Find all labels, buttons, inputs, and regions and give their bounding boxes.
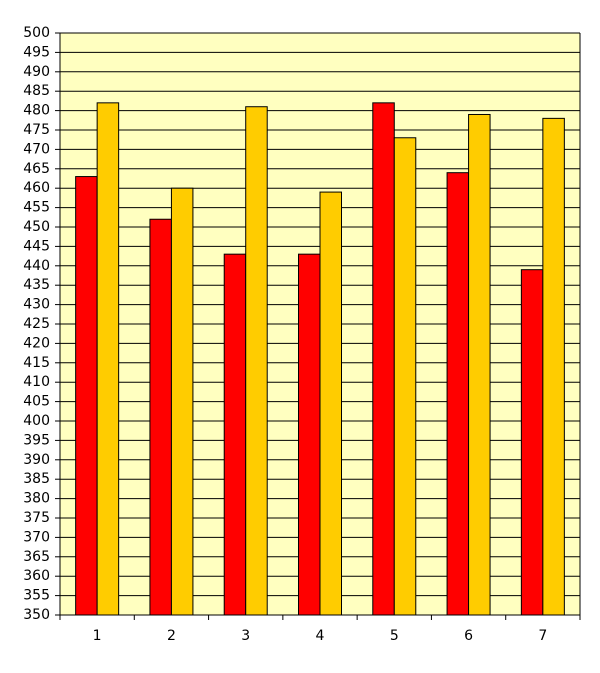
y-tick-label: 420 bbox=[23, 335, 50, 351]
x-tick-label: 1 bbox=[93, 628, 102, 644]
y-tick-label: 470 bbox=[23, 141, 50, 157]
y-tick-label: 490 bbox=[23, 64, 50, 80]
y-tick-label: 475 bbox=[23, 122, 50, 138]
bar bbox=[468, 113, 491, 616]
bar bbox=[170, 187, 194, 616]
bar bbox=[298, 253, 321, 616]
y-tick-label: 455 bbox=[23, 200, 50, 216]
y-tick-label: 410 bbox=[23, 374, 50, 390]
y-tick-label: 355 bbox=[23, 588, 50, 604]
y-tick-label: 375 bbox=[23, 510, 50, 526]
bar bbox=[372, 102, 395, 616]
bar bbox=[319, 191, 342, 616]
y-tick-label: 430 bbox=[23, 297, 50, 313]
y-tick-label: 365 bbox=[23, 549, 50, 565]
bar bbox=[542, 117, 565, 616]
x-tick-label: 6 bbox=[464, 628, 473, 644]
y-tick-label: 390 bbox=[23, 452, 50, 468]
y-tick-label: 385 bbox=[23, 471, 50, 487]
x-tick-label: 7 bbox=[538, 628, 547, 644]
bar bbox=[75, 176, 98, 616]
bar bbox=[245, 106, 268, 616]
bar bbox=[149, 218, 172, 616]
x-tick-label: 2 bbox=[167, 628, 176, 644]
y-tick-label: 360 bbox=[23, 568, 50, 584]
y-tick-label: 450 bbox=[23, 219, 50, 235]
y-tick-label: 500 bbox=[23, 25, 50, 41]
bar bbox=[223, 253, 247, 616]
y-tick-label: 495 bbox=[23, 44, 50, 60]
y-tick-label: 395 bbox=[23, 432, 50, 448]
bar bbox=[446, 172, 470, 616]
bar bbox=[393, 137, 417, 616]
y-tick-label: 445 bbox=[23, 238, 50, 254]
y-tick-label: 465 bbox=[23, 161, 50, 177]
x-tick-label: 3 bbox=[241, 628, 250, 644]
y-tick-label: 425 bbox=[23, 316, 50, 332]
y-tick-label: 435 bbox=[23, 277, 50, 293]
y-tick-label: 440 bbox=[23, 258, 50, 274]
bar bbox=[520, 269, 544, 616]
y-tick-label: 480 bbox=[23, 103, 50, 119]
y-tick-label: 405 bbox=[23, 394, 50, 410]
y-tick-label: 400 bbox=[23, 413, 50, 429]
y-tick-label: 380 bbox=[23, 491, 50, 507]
y-tick-label: 460 bbox=[23, 180, 50, 196]
bar bbox=[96, 102, 120, 616]
x-tick-label: 5 bbox=[390, 628, 399, 644]
y-tick-label: 370 bbox=[23, 529, 50, 545]
y-tick-label: 415 bbox=[23, 355, 50, 371]
x-tick-label: 4 bbox=[316, 628, 325, 644]
y-tick-label: 485 bbox=[23, 83, 50, 99]
y-tick-label: 350 bbox=[23, 607, 50, 623]
